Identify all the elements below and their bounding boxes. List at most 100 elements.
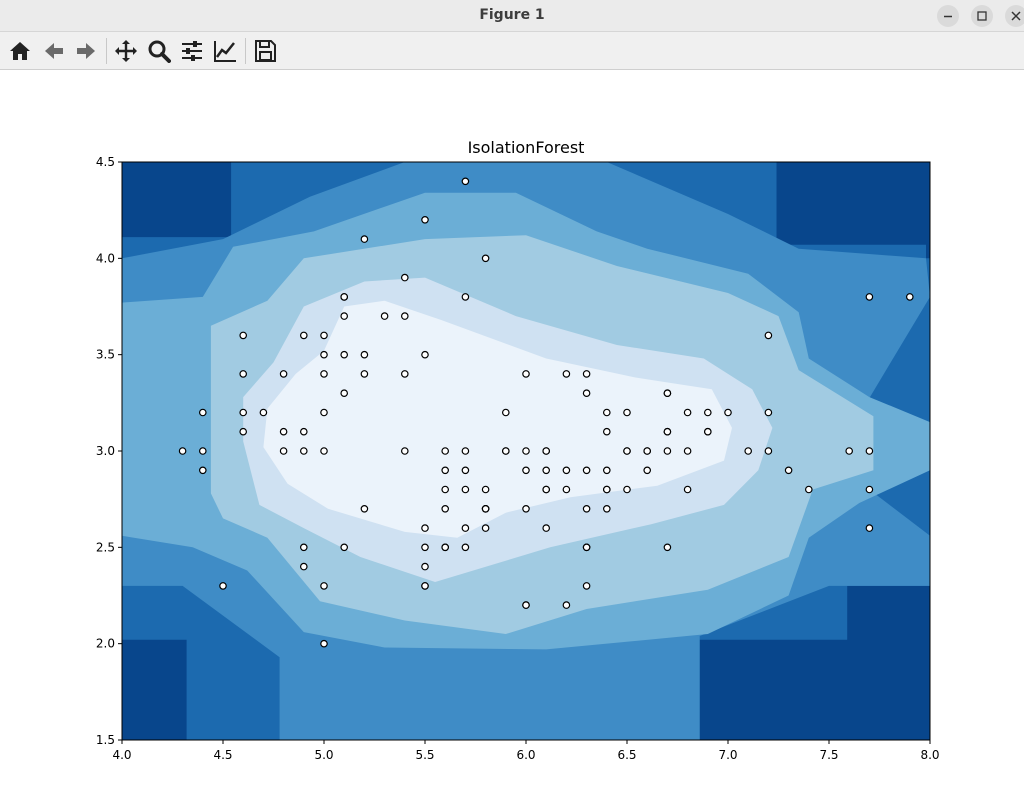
data-point: [199, 408, 207, 417]
pan-button[interactable]: [111, 36, 141, 66]
data-point: [764, 447, 773, 455]
forward-button[interactable]: [71, 36, 101, 66]
data-point: [623, 447, 631, 455]
data-point: [320, 370, 328, 378]
data-point: [360, 370, 369, 378]
data-point: [845, 447, 854, 455]
data-point: [320, 408, 328, 417]
data-point: [784, 466, 793, 475]
data-point: [582, 582, 591, 590]
zoom-button[interactable]: [144, 36, 174, 66]
data-point: [744, 447, 753, 455]
edit-axes-button[interactable]: [210, 36, 240, 66]
back-button[interactable]: [39, 36, 69, 66]
data-point: [865, 485, 874, 494]
data-point: [602, 466, 611, 475]
edit-axes-icon: [214, 41, 236, 62]
x-tick-label: 7.0: [718, 748, 737, 762]
data-point: [522, 447, 530, 455]
y-tick-label: 3.5: [96, 348, 115, 362]
y-axis: 1.5 2.0 2.5 3.0 3.5 4.0 4.5: [96, 155, 122, 747]
data-point: [239, 427, 248, 436]
data-point: [683, 408, 692, 417]
data-point: [461, 466, 470, 475]
data-point: [320, 331, 328, 340]
data-point: [562, 485, 571, 494]
minimize-button[interactable]: [937, 5, 959, 27]
data-point: [542, 466, 551, 475]
minimize-icon: [944, 15, 952, 18]
data-point: [441, 543, 450, 552]
data-point: [340, 312, 349, 320]
x-tick-label: 5.0: [314, 748, 333, 762]
data-point: [643, 447, 652, 455]
forward-arrow-icon: [77, 43, 95, 59]
data-point: [663, 543, 672, 552]
data-point: [239, 408, 248, 417]
data-point: [441, 447, 450, 455]
data-point: [623, 408, 631, 417]
data-point: [724, 408, 732, 417]
maximize-icon: [977, 11, 987, 21]
data-point: [239, 331, 248, 340]
data-point: [279, 370, 288, 378]
save-button[interactable]: [250, 36, 280, 66]
figure-canvas: 4.0 4.5 5.0 5.5 6.0 6.5 7.0 7.5 8.0 1.5 2.0 2.5 3.0…: [96, 138, 940, 762]
data-point: [461, 543, 470, 552]
data-point: [562, 466, 571, 475]
data-point: [461, 177, 470, 186]
data-point: [582, 543, 591, 552]
data-point: [340, 543, 349, 552]
data-point: [421, 350, 429, 359]
data-point: [441, 485, 450, 494]
x-tick-label: 4.5: [213, 748, 232, 762]
data-point: [421, 543, 429, 552]
data-point: [663, 389, 672, 398]
y-tick-label: 2.5: [96, 540, 115, 554]
data-point: [340, 350, 349, 359]
data-point: [481, 524, 490, 532]
configure-subplots-button[interactable]: [177, 36, 207, 66]
close-button[interactable]: [1005, 5, 1024, 27]
data-point: [239, 370, 248, 378]
data-point: [602, 485, 611, 494]
home-button[interactable]: [5, 36, 35, 66]
data-point: [481, 254, 490, 263]
data-point: [804, 485, 813, 494]
data-point: [481, 504, 490, 513]
data-point: [441, 466, 450, 475]
window-titlebar: Figure 1: [0, 0, 1024, 32]
data-point: [299, 562, 308, 571]
data-point: [320, 447, 328, 455]
data-point: [259, 408, 268, 417]
data-point: [764, 408, 773, 417]
data-point: [683, 485, 692, 494]
data-point: [320, 582, 328, 590]
data-point: [582, 370, 591, 378]
data-point: [461, 447, 470, 455]
data-point: [279, 427, 288, 436]
data-point: [360, 235, 369, 243]
data-point: [320, 639, 328, 648]
data-point: [865, 293, 874, 301]
data-point: [905, 293, 914, 301]
data-point: [400, 273, 409, 282]
toolbar-separator: [106, 38, 107, 64]
data-point: [299, 447, 308, 455]
data-point: [522, 601, 530, 609]
data-point: [501, 408, 510, 417]
data-point: [602, 504, 611, 513]
back-arrow-icon: [45, 43, 63, 59]
data-point: [340, 293, 349, 301]
data-point: [501, 447, 510, 455]
data-point: [461, 524, 470, 532]
maximize-button[interactable]: [971, 5, 993, 27]
data-point: [400, 370, 409, 378]
x-tick-label: 4.0: [112, 748, 131, 762]
data-point: [400, 447, 409, 455]
data-point: [299, 543, 308, 552]
navigation-toolbar: [0, 32, 1024, 70]
data-point: [542, 524, 551, 532]
data-point: [582, 389, 591, 398]
data-point: [340, 389, 349, 398]
